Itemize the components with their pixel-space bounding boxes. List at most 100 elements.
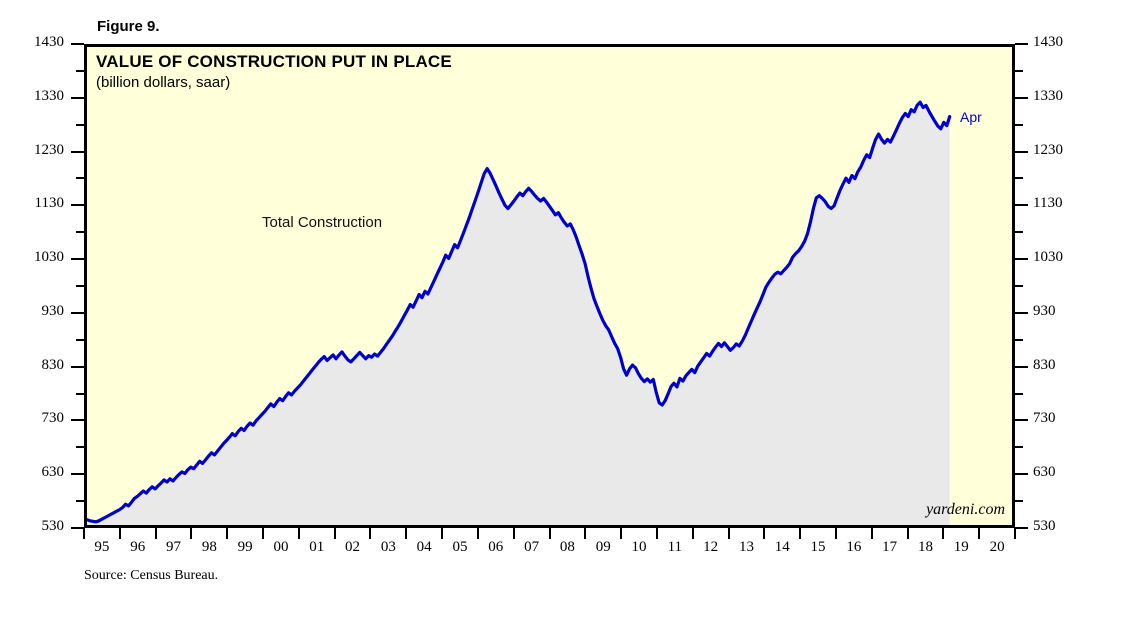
y-axis-label-right: 930 — [1033, 302, 1056, 319]
y-axis-label-right: 1030 — [1033, 249, 1063, 266]
x-axis-label: 02 — [345, 539, 361, 555]
y-minor-tick-right — [1015, 123, 1023, 126]
x-axis-tick — [799, 528, 802, 539]
plot-area: VALUE OF CONSTRUCTION PUT IN PLACE (bill… — [84, 44, 1015, 528]
y-axis-label-right: 830 — [1033, 356, 1056, 373]
source-note: Source: Census Bureau. — [84, 568, 219, 583]
x-axis-tick — [226, 528, 229, 539]
x-axis-tick — [154, 528, 157, 539]
x-axis-tick — [727, 528, 730, 539]
y-axis-label-left: 930 — [41, 302, 65, 319]
y-minor-tick-right — [1015, 338, 1023, 341]
y-major-tick-left — [71, 473, 84, 476]
y-major-tick-right — [1015, 96, 1028, 99]
series-label: Total Construction — [262, 214, 383, 231]
y-minor-tick-right — [1015, 231, 1023, 234]
x-axis-label: 11 — [667, 539, 683, 555]
x-axis-label: 20 — [989, 539, 1005, 555]
x-axis-label: 97 — [166, 539, 182, 555]
x-axis-label: 12 — [703, 539, 719, 555]
x-axis-label: 05 — [452, 539, 468, 555]
last-point-annotation: Apr — [960, 109, 982, 125]
y-minor-tick-left — [76, 69, 84, 72]
chart-title: VALUE OF CONSTRUCTION PUT IN PLACE — [96, 52, 452, 71]
x-axis-tick — [942, 528, 945, 539]
y-axis-label-right: 1430 — [1033, 34, 1063, 50]
y-major-tick-right — [1015, 527, 1028, 529]
y-minor-tick-right — [1015, 446, 1023, 449]
y-axis-label-right: 1130 — [1033, 195, 1063, 212]
y-major-tick-left — [71, 419, 84, 422]
y-axis-label-right: 630 — [1033, 464, 1056, 481]
y-major-tick-right — [1015, 419, 1028, 422]
y-axis-label-left: 630 — [41, 464, 65, 481]
y-major-tick-right — [1015, 258, 1028, 261]
x-axis-label: 99 — [237, 539, 253, 555]
y-axis-label-left: 1430 — [34, 34, 64, 50]
y-axis-label-left: 1030 — [34, 249, 64, 266]
y-major-tick-left — [71, 43, 84, 45]
x-axis-label: 10 — [631, 539, 647, 555]
y-major-tick-right — [1015, 43, 1028, 45]
x-axis-tick — [262, 528, 265, 539]
total-construction-line — [87, 100, 952, 524]
x-axis-label: 15 — [810, 539, 826, 555]
y-axis-label-left: 530 — [41, 518, 65, 534]
x-axis-label: 01 — [309, 539, 325, 555]
y-minor-tick-right — [1015, 500, 1023, 503]
x-axis-label: 14 — [774, 539, 790, 555]
y-major-tick-left — [71, 365, 84, 368]
x-axis-tick — [297, 528, 300, 539]
y-axis-label-left: 730 — [41, 410, 65, 427]
x-axis-label: 08 — [559, 539, 575, 555]
chart-subtitle: (billion dollars, saar) — [96, 74, 231, 91]
x-axis-tick — [584, 528, 587, 539]
x-axis-label: 00 — [273, 539, 289, 555]
y-major-tick-left — [71, 96, 84, 99]
y-minor-tick-left — [76, 338, 84, 341]
area-under-curve — [87, 102, 950, 525]
x-axis-label: 16 — [846, 539, 862, 555]
x-axis-label: 04 — [416, 539, 432, 555]
x-axis-tick — [906, 528, 909, 539]
y-major-tick-left — [71, 150, 84, 153]
y-major-tick-left — [71, 311, 84, 314]
y-minor-tick-right — [1015, 177, 1023, 180]
y-minor-tick-left — [76, 177, 84, 180]
y-major-tick-right — [1015, 311, 1028, 314]
x-axis-label: 03 — [380, 539, 396, 555]
y-axis-label-left: 1130 — [34, 195, 64, 212]
x-axis-tick — [118, 528, 121, 539]
x-axis-label: 17 — [882, 539, 898, 555]
y-major-tick-left — [71, 204, 84, 207]
y-minor-tick-right — [1015, 285, 1023, 287]
x-axis-tick — [512, 528, 515, 539]
x-axis-tick — [620, 528, 623, 539]
x-axis-label: 98 — [201, 539, 217, 555]
x-axis-tick — [691, 528, 694, 539]
y-major-tick-right — [1015, 473, 1028, 476]
x-axis-label: 07 — [524, 539, 540, 555]
y-major-tick-right — [1015, 365, 1028, 368]
x-axis-tick — [333, 528, 336, 539]
x-axis-tick — [548, 528, 551, 539]
x-axis-tick — [978, 528, 981, 539]
x-axis-tick — [834, 528, 837, 539]
y-minor-tick-right — [1015, 69, 1023, 72]
y-major-tick-left — [71, 258, 84, 261]
x-axis-tick — [369, 528, 372, 539]
y-axis-label-left: 830 — [41, 356, 65, 373]
y-axis-label-right: 730 — [1033, 410, 1056, 427]
y-axis-label-right: 1330 — [1033, 87, 1063, 104]
x-axis-tick — [655, 528, 658, 539]
y-axis-label-right: 530 — [1033, 518, 1056, 534]
y-minor-tick-left — [76, 231, 84, 234]
x-axis-tick — [83, 528, 85, 539]
y-minor-tick-left — [76, 123, 84, 126]
y-axis-label-left: 1330 — [34, 87, 64, 104]
y-major-tick-right — [1015, 204, 1028, 207]
chart-canvas — [87, 100, 952, 525]
y-major-tick-right — [1015, 150, 1028, 153]
x-axis-tick — [870, 528, 873, 539]
x-axis-label: 18 — [917, 539, 933, 555]
